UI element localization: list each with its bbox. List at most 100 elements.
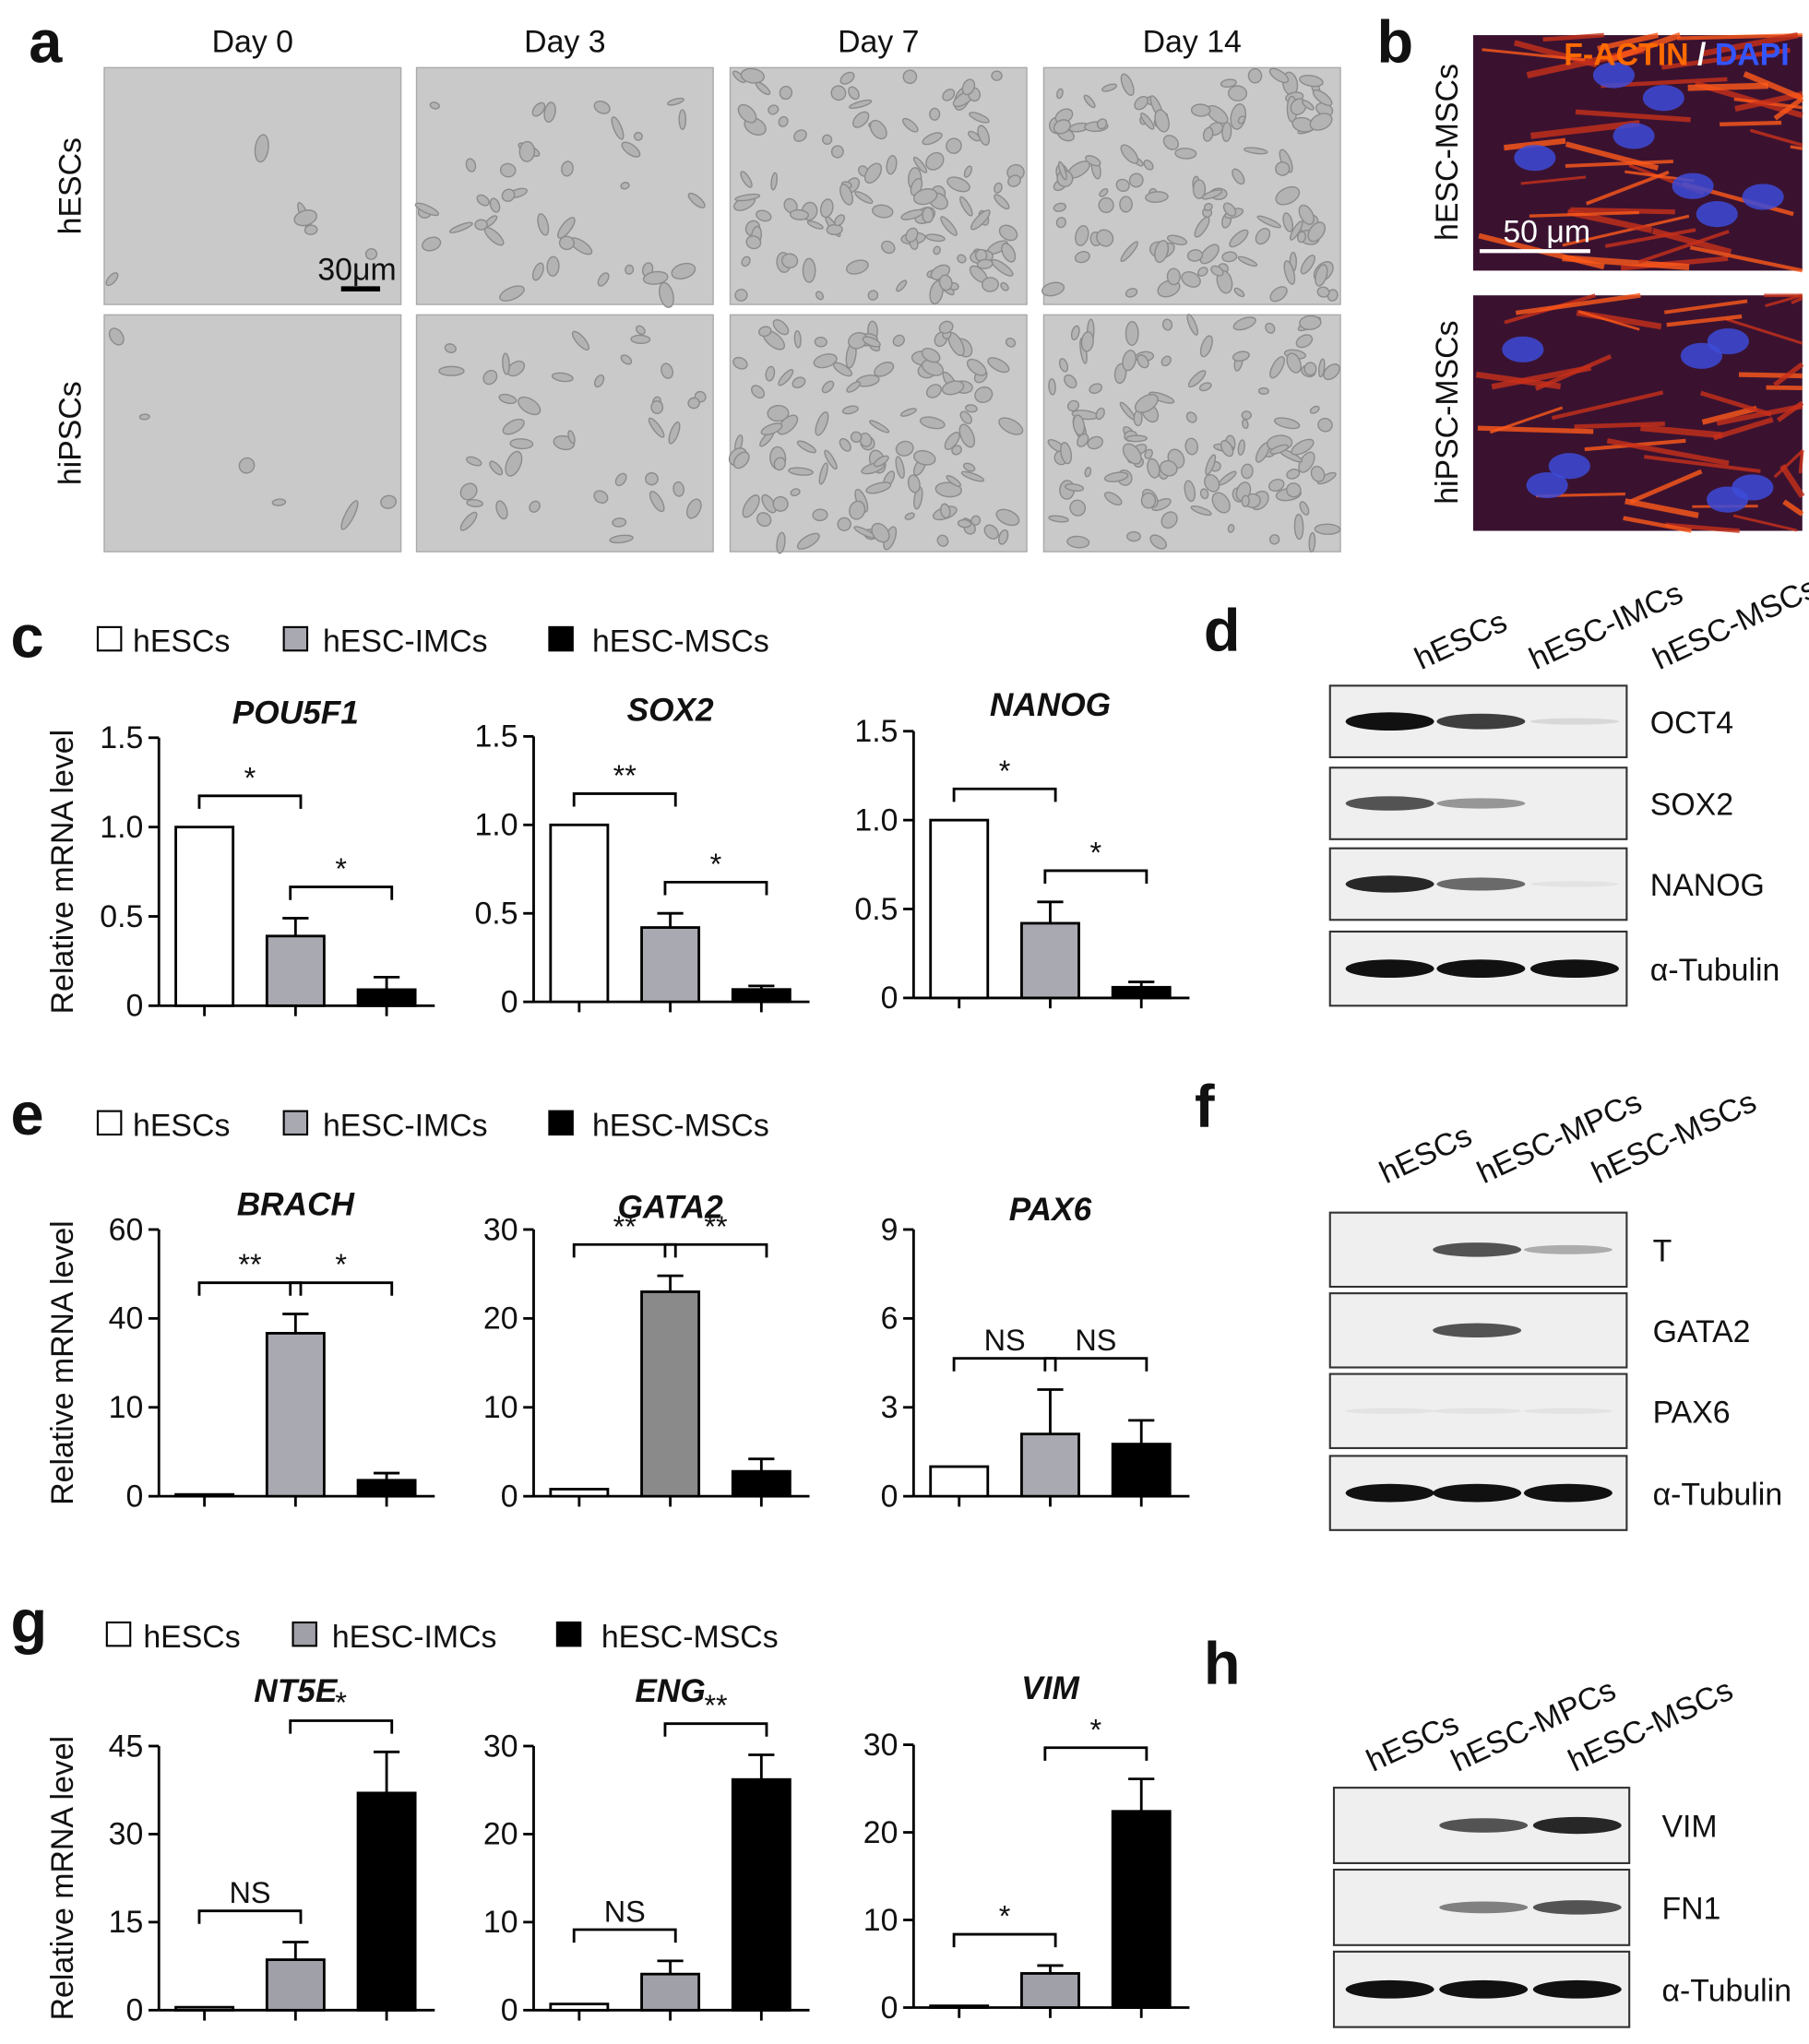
y-tick-label: 0.5	[474, 897, 518, 932]
cell	[892, 334, 905, 347]
band	[1345, 1408, 1434, 1414]
y-tick-label: 6	[881, 1301, 899, 1337]
legend-swatch	[282, 625, 309, 652]
cell	[834, 214, 846, 227]
lane-label: hESCs	[1362, 1705, 1465, 1778]
band	[1345, 875, 1434, 893]
bar	[265, 934, 326, 1007]
cell	[824, 449, 838, 470]
cell	[1309, 113, 1333, 131]
actin-fiber	[1701, 405, 1757, 425]
significance-bracket	[663, 880, 768, 896]
band	[1433, 1323, 1522, 1338]
legend-swatch	[555, 1621, 582, 1647]
cell	[429, 101, 440, 110]
bar	[174, 826, 235, 1007]
cell	[734, 289, 748, 302]
cell	[238, 457, 256, 474]
y-tick-label: 0	[881, 980, 899, 1016]
cell	[476, 194, 490, 207]
cell	[1151, 497, 1172, 512]
actin-fiber	[1666, 314, 1743, 327]
cell	[863, 162, 883, 184]
actin-fiber	[1773, 362, 1804, 387]
cell	[659, 281, 674, 308]
y-tick-label: 10	[863, 1903, 899, 1938]
cell	[108, 327, 125, 346]
cell	[1186, 249, 1204, 262]
significance-bracket	[663, 1722, 768, 1737]
legend-label: hESC-IMCs	[332, 1620, 497, 1655]
cell	[1159, 459, 1178, 477]
y-tick-label: 30	[109, 1817, 144, 1852]
cell	[254, 134, 269, 163]
panel-label: b	[1377, 8, 1414, 76]
cell	[509, 438, 534, 450]
nucleus	[1502, 336, 1544, 362]
legend-label: hESC-IMCs	[323, 624, 488, 660]
bar	[1111, 1443, 1172, 1498]
band	[1439, 1979, 1529, 1999]
cell	[925, 151, 945, 171]
chart-title: NT5E	[254, 1673, 339, 1709]
actin-fiber	[1520, 175, 1587, 185]
protein-label: OCT4	[1650, 706, 1733, 741]
legend-swatch	[96, 1110, 123, 1136]
cell	[1041, 281, 1065, 297]
cell	[1120, 144, 1139, 164]
stain-name: F-ACTIN	[1564, 38, 1688, 73]
actin-fiber	[1712, 417, 1774, 441]
cell	[946, 475, 961, 487]
cell	[765, 365, 776, 382]
cell	[1007, 174, 1021, 187]
cell	[1291, 438, 1315, 456]
cell	[991, 70, 1003, 81]
blot-strip	[1328, 684, 1628, 759]
cell	[966, 358, 987, 376]
cell	[925, 384, 942, 398]
cell	[758, 326, 772, 338]
cell	[761, 493, 777, 514]
significance-label: **	[704, 1689, 728, 1722]
protein-label: α-Tubulin	[1661, 1973, 1791, 2008]
cell	[518, 140, 536, 162]
cell	[414, 202, 440, 217]
cell	[1317, 417, 1333, 433]
cell	[1000, 281, 1009, 291]
cell	[1269, 356, 1285, 379]
bar	[929, 818, 990, 1000]
significance-bracket	[572, 1242, 677, 1258]
cell	[1066, 535, 1090, 549]
cell	[1096, 229, 1114, 247]
cell	[780, 253, 799, 269]
y-axis-label: Relative mRNA level	[45, 1220, 80, 1504]
cell	[1056, 88, 1064, 100]
cell	[1087, 435, 1103, 450]
actin-fiber	[1790, 145, 1803, 150]
cell	[991, 258, 1014, 277]
cell	[1286, 352, 1302, 374]
band	[1529, 881, 1619, 887]
chart-title: PAX6	[1009, 1192, 1092, 1228]
cell	[1318, 358, 1326, 378]
cell	[1137, 354, 1149, 369]
cell	[489, 460, 504, 476]
cell	[1293, 513, 1304, 541]
actin-fiber	[1578, 310, 1640, 331]
y-axis-label: Relative mRNA level	[45, 1736, 80, 2020]
band	[1345, 1979, 1434, 1999]
y-tick-label: 20	[863, 1815, 899, 1850]
cell	[741, 256, 751, 267]
cell	[1103, 471, 1129, 482]
significance-bracket	[289, 885, 394, 900]
cell	[1307, 221, 1327, 243]
cell	[502, 418, 525, 435]
cell	[1134, 95, 1148, 111]
cell	[895, 440, 914, 457]
cell	[968, 130, 981, 142]
cell	[958, 196, 973, 217]
legend-label: hESCs	[133, 1108, 230, 1143]
cell	[1144, 448, 1153, 459]
cell	[867, 290, 879, 301]
cell	[974, 386, 994, 403]
